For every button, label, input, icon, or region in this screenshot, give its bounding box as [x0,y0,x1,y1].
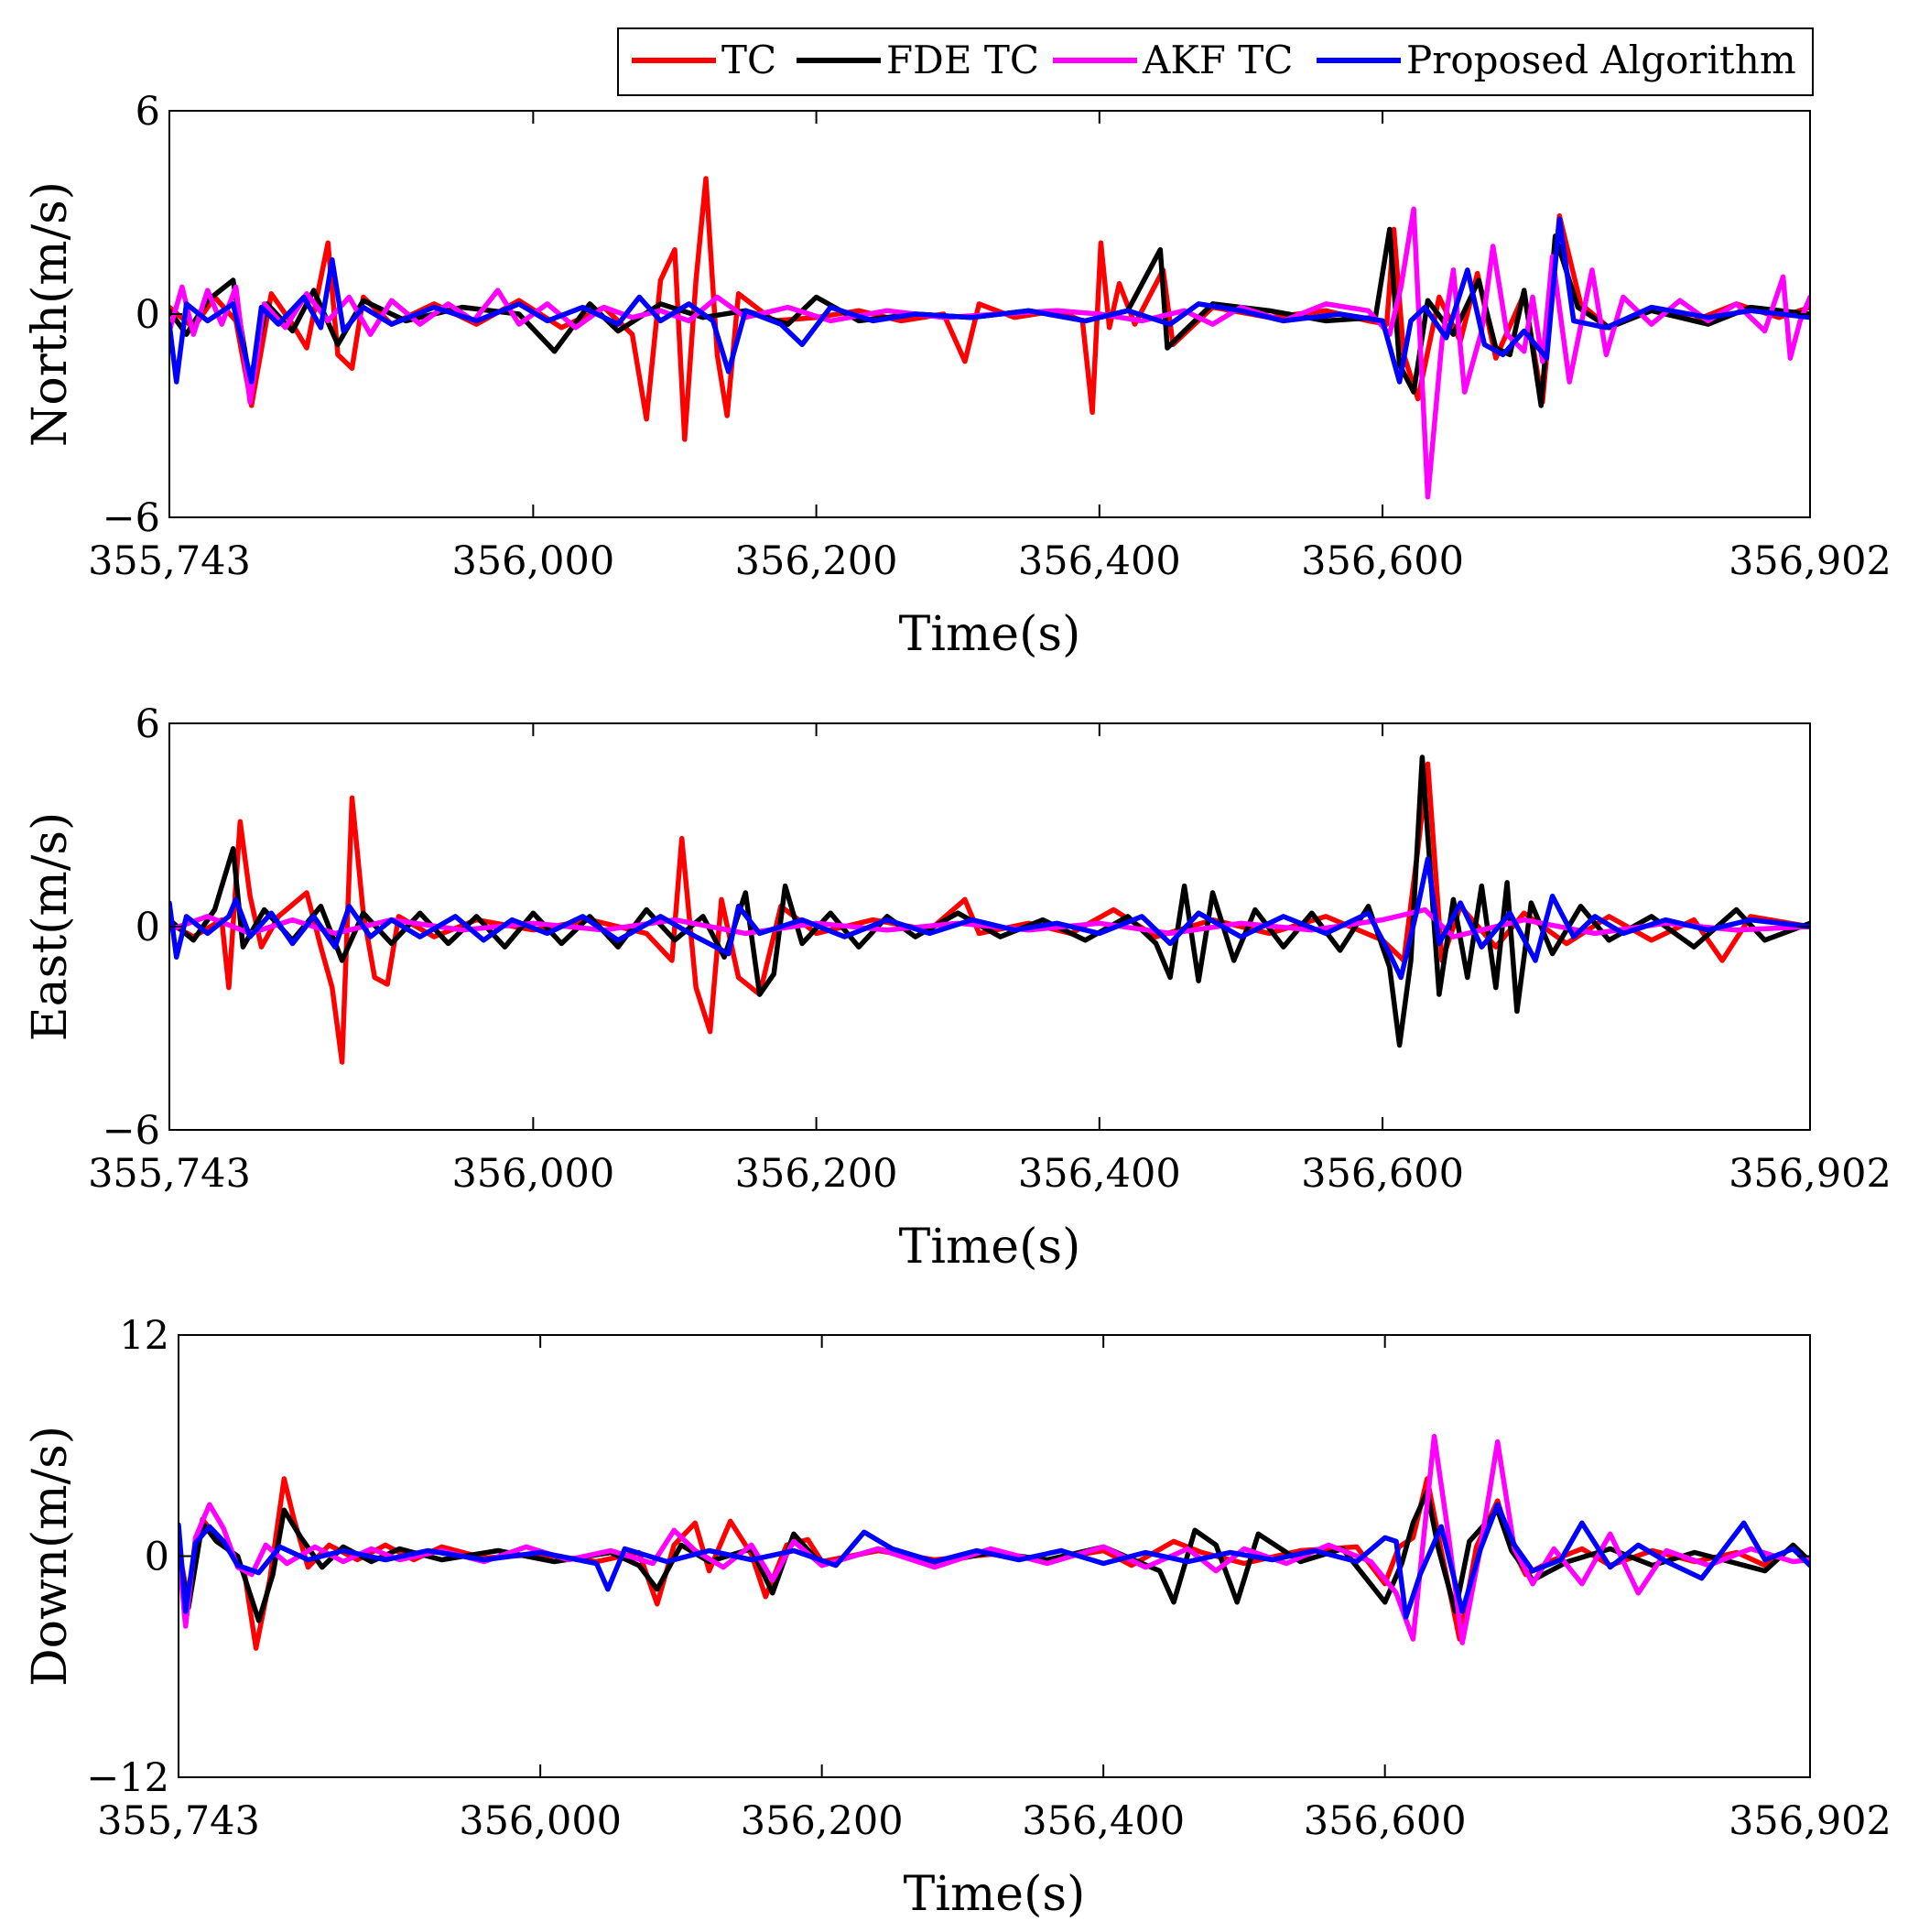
y-tick-label: −12 [86,1755,169,1801]
series-line-fde-tc [169,754,1810,1048]
x-tick-label: 356,902 [1729,1151,1892,1197]
y-tick-label: 0 [145,1535,169,1580]
panel-0: 355,743 356,000 356,200 356,400 356,600 356,9… [23,89,1892,662]
x-tick-label: 356,902 [1729,538,1892,584]
x-tick-label: 355,743 [97,1798,260,1844]
y-tick-label: 6 [136,701,160,747]
x-axis-label: Time(s) [899,1220,1081,1275]
series-group [179,1433,1810,1651]
x-tick-label: 356,400 [1022,1798,1185,1844]
panel-1: 355,743 356,000 356,200 356,400 356,600 356,9… [23,701,1892,1275]
x-tick-label: 356,600 [1301,538,1464,584]
legend-label: Proposed Algorithm [1406,38,1796,82]
x-tick-label: 356,000 [451,1151,614,1197]
series-line-proposed-algorithm [169,216,1810,385]
series-line-tc [169,176,1810,442]
series-line-proposed-algorithm [179,1502,1810,1620]
y-axis-label: North(m/s) [23,181,78,447]
series-line-akf-tc [179,1433,1810,1645]
y-tick-label: −6 [103,1108,160,1154]
legend-label: AKF TC [1142,38,1293,82]
x-tick-label: 356,902 [1729,1798,1892,1844]
x-tick-label: 355,743 [88,538,251,584]
x-tick-label: 356,000 [451,538,614,584]
legend-frame [617,27,1814,96]
series-line-akf-tc [169,206,1810,500]
x-tick-label: 356,600 [1304,1798,1467,1844]
x-tick-label: 356,400 [1018,538,1181,584]
y-tick-label: 0 [136,905,160,950]
y-tick-label: −6 [103,495,160,541]
series-group [169,176,1810,500]
series-line-proposed-algorithm [169,856,1810,981]
y-tick-label: 0 [136,292,160,338]
legend-label: FDE TC [886,38,1039,82]
y-axis-label: East(m/s) [23,812,78,1042]
x-tick-label: 356,600 [1301,1151,1464,1197]
x-tick-label: 356,200 [735,1151,898,1197]
panel-2: 355,743 356,000 356,200 356,400 356,600 356,9… [23,1313,1892,1922]
y-tick-label: 6 [136,89,160,135]
series-group [169,754,1810,1065]
x-tick-label: 356,200 [741,1798,904,1844]
x-axis-label: Time(s) [899,607,1081,662]
x-axis-label: Time(s) [904,1867,1086,1922]
legend-label: TC [721,38,776,82]
x-tick-label: 356,200 [735,538,898,584]
y-tick-label: 12 [119,1313,169,1359]
x-tick-label: 355,743 [88,1151,251,1197]
y-axis-label: Down(m/s) [23,1426,78,1687]
x-tick-label: 356,400 [1018,1151,1181,1197]
legend: TC FDE TC AKF TC Proposed Algorithm [617,27,1814,96]
x-tick-label: 356,000 [459,1798,622,1844]
